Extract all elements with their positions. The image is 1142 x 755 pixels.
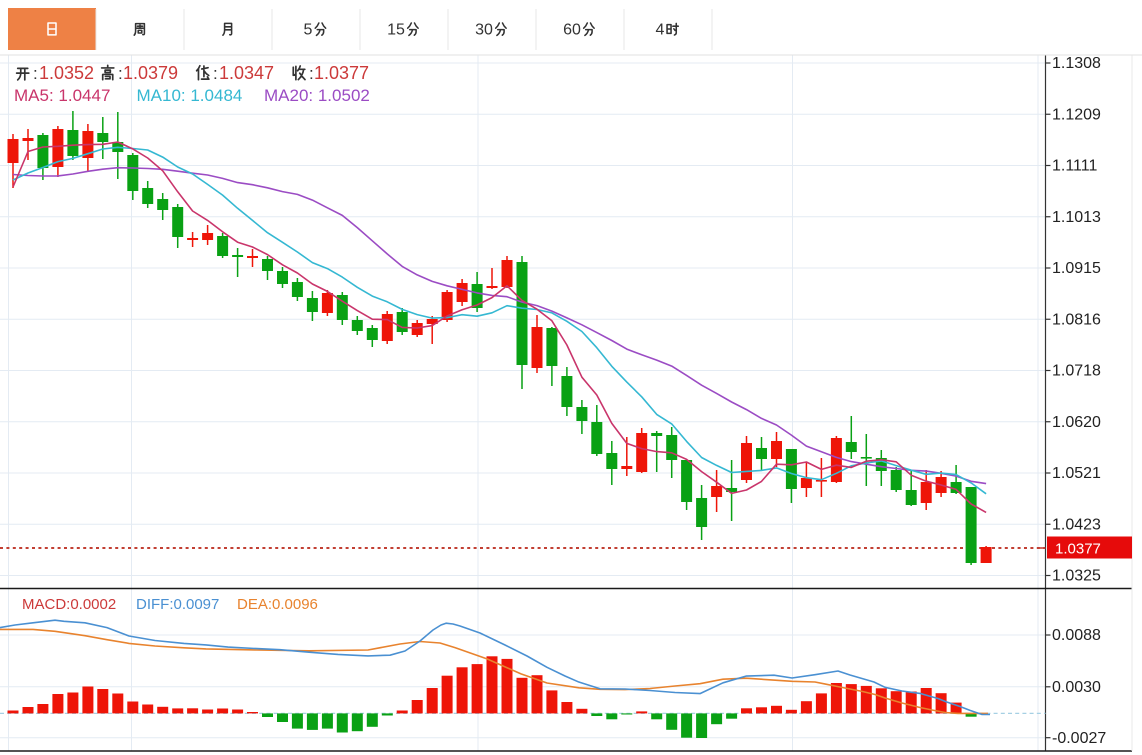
svg-text:0.0030: 0.0030 [1052, 679, 1101, 696]
svg-text:1.0347: 1.0347 [219, 63, 274, 83]
svg-text:1.0377: 1.0377 [314, 63, 369, 83]
svg-text:30: 30 [475, 22, 493, 39]
svg-text:1.0718: 1.0718 [1052, 363, 1101, 380]
svg-text:MACD:0.0002: MACD:0.0002 [22, 596, 116, 613]
svg-text:1.0620: 1.0620 [1052, 414, 1101, 431]
svg-text:1.0325: 1.0325 [1052, 568, 1101, 585]
svg-text:60: 60 [563, 22, 581, 39]
svg-text::: : [33, 64, 38, 83]
svg-text:MA10: 1.0484: MA10: 1.0484 [137, 86, 243, 105]
svg-text:0.0088: 0.0088 [1052, 627, 1101, 644]
svg-text:15: 15 [387, 22, 405, 39]
svg-text:DEA:0.0096: DEA:0.0096 [237, 596, 318, 613]
svg-text:1.0521: 1.0521 [1052, 465, 1101, 482]
svg-text:MA20: 1.0502: MA20: 1.0502 [264, 86, 370, 105]
svg-text:1.0377: 1.0377 [1055, 541, 1101, 558]
svg-text::: : [213, 64, 218, 83]
svg-text:5: 5 [304, 22, 313, 39]
svg-text:-0.0027: -0.0027 [1052, 730, 1106, 747]
svg-text:1.1013: 1.1013 [1052, 209, 1101, 226]
svg-text:1.1308: 1.1308 [1052, 55, 1101, 72]
svg-text::: : [309, 64, 314, 83]
svg-text:DIFF:0.0097: DIFF:0.0097 [136, 596, 219, 613]
svg-text:1.0379: 1.0379 [123, 63, 178, 83]
svg-text::: : [118, 64, 123, 83]
svg-text:1.1209: 1.1209 [1052, 106, 1101, 123]
svg-text:1.0423: 1.0423 [1052, 516, 1101, 533]
svg-text:4: 4 [656, 22, 665, 39]
svg-text:1.0352: 1.0352 [39, 63, 94, 83]
svg-text:1.1111: 1.1111 [1052, 158, 1097, 175]
svg-text:MA5: 1.0447: MA5: 1.0447 [14, 86, 110, 105]
svg-text:1.0816: 1.0816 [1052, 311, 1101, 328]
svg-text:1.0915: 1.0915 [1052, 260, 1101, 277]
